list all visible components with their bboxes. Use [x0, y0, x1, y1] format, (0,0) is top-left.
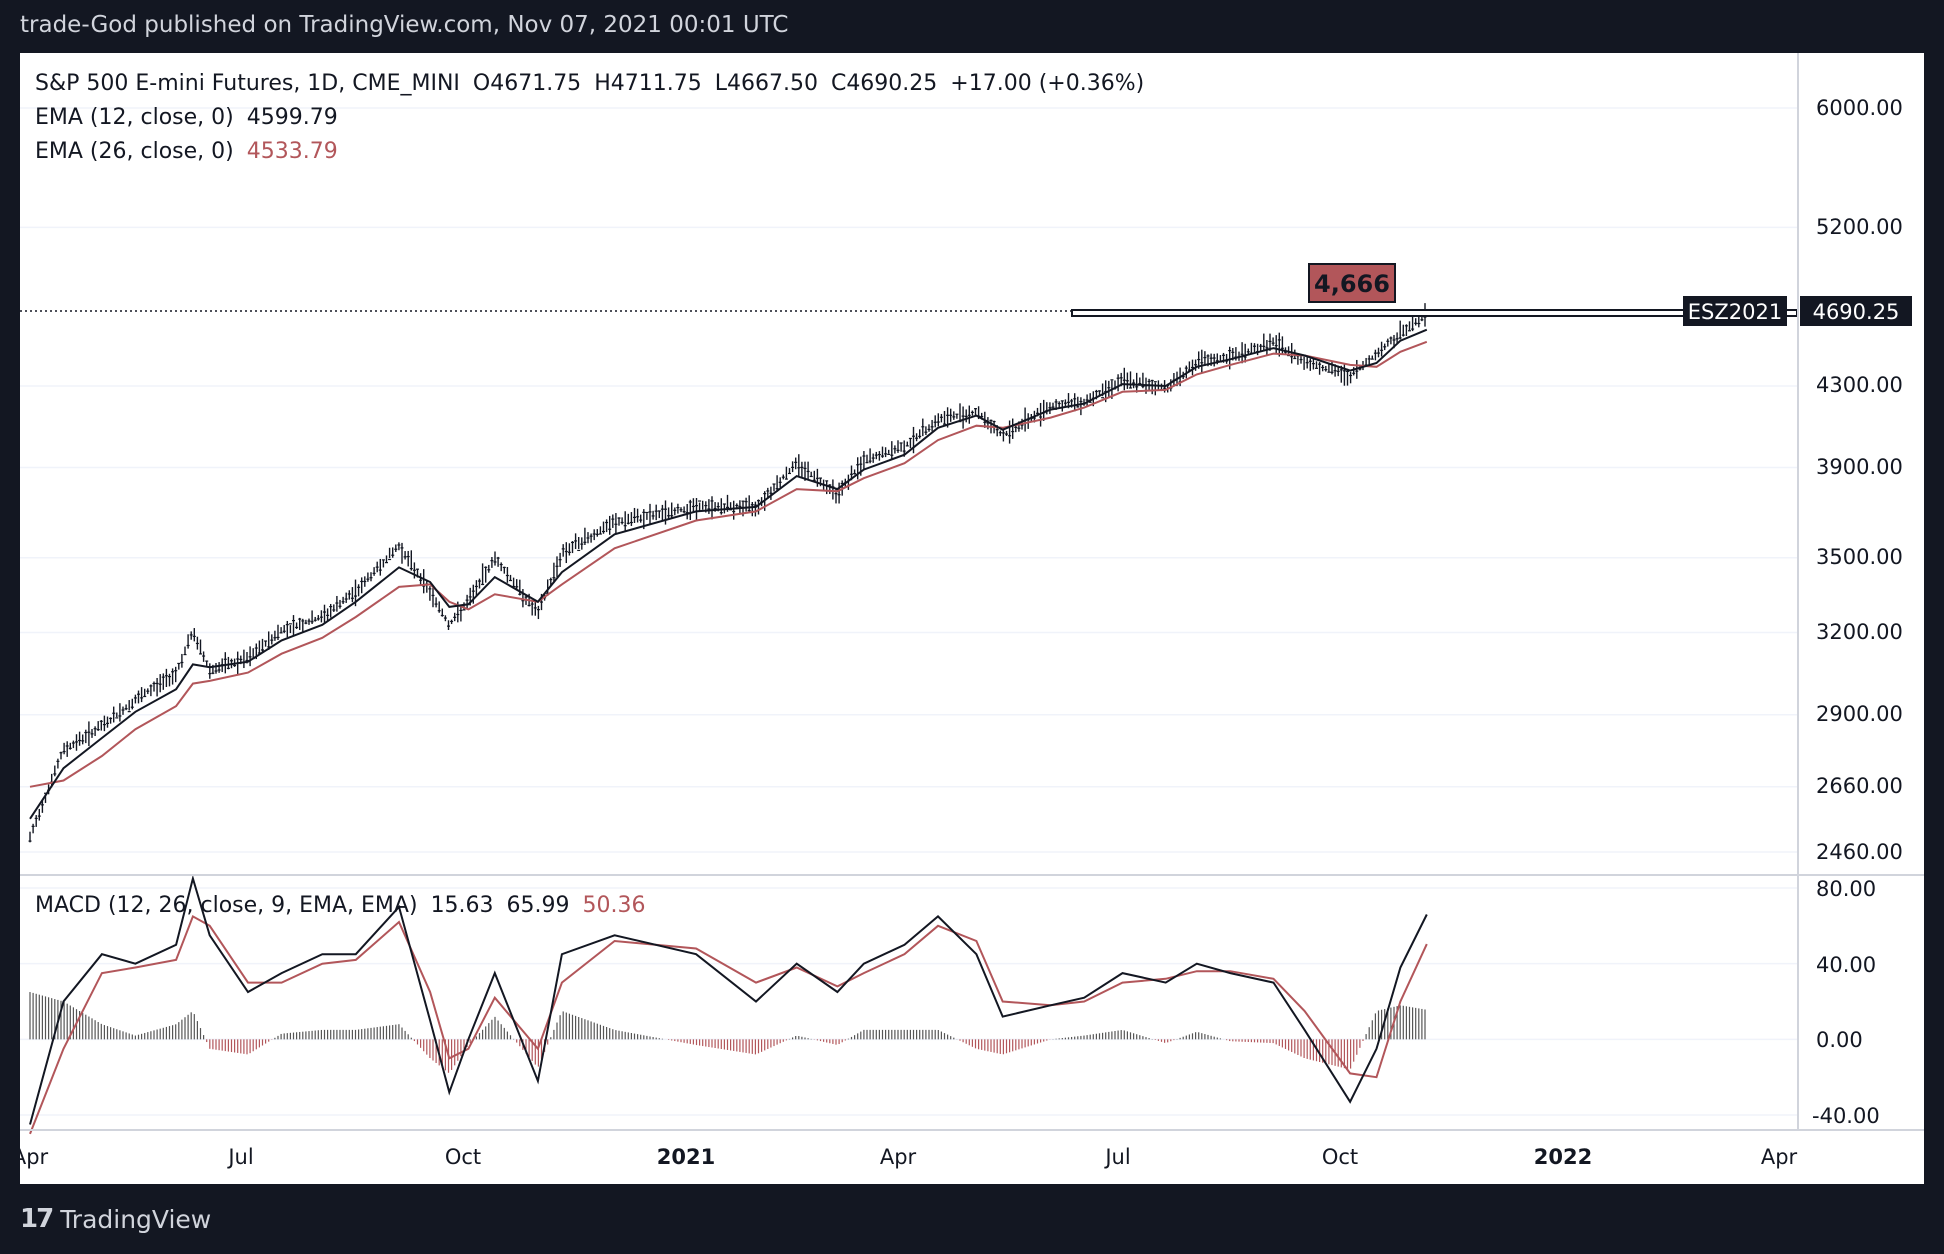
macd-tick: 80.00	[1816, 877, 1876, 901]
symbol-legend[interactable]: S&P 500 E-mini Futures, 1D, CME_MINI O46…	[35, 71, 1150, 96]
ticker-badge: ESZ2021	[1688, 300, 1782, 324]
macd-line-value: 65.99	[506, 893, 570, 918]
price-axis[interactable]: 6000.00 5200.00 4300.00 3900.00 3500.00 …	[1816, 96, 1903, 864]
ticker-badge-box	[1683, 296, 1787, 326]
price-tick: 5200.00	[1816, 215, 1903, 239]
ema26-label[interactable]: EMA (26, close, 0)	[35, 139, 234, 164]
chart-svg[interactable]: 4,666 ESZ2021 4690.25 6000.00 5200.00 43…	[20, 53, 1924, 1184]
price-tick: 3900.00	[1816, 455, 1903, 479]
time-tick: 2022	[1534, 1145, 1592, 1169]
price-tick: 2460.00	[1816, 840, 1903, 864]
tradingview-logo-icon: 17	[20, 1204, 54, 1234]
level-label-box	[1308, 263, 1396, 303]
macd-tick: 0.00	[1816, 1028, 1863, 1052]
brand-name: TradingView	[60, 1204, 212, 1234]
macd-legend[interactable]: MACD (12, 26, close, 9, EMA, EMA) 15.63 …	[35, 893, 652, 918]
ema12-value: 4599.79	[246, 105, 338, 130]
ohlc-close: C4690.25	[830, 71, 938, 96]
price-tick: 3500.00	[1816, 545, 1903, 569]
ema26-line	[29, 340, 1428, 788]
symbol-name[interactable]: S&P 500 E-mini Futures, 1D, CME_MINI	[35, 71, 460, 96]
macd-tick: -40.00	[1812, 1104, 1880, 1128]
price-tick: 6000.00	[1816, 96, 1903, 120]
macd-signal-value: 50.36	[582, 893, 646, 918]
price-badge: 4690.25	[1813, 300, 1900, 324]
price-tick: 4300.00	[1816, 373, 1903, 397]
ema12-label[interactable]: EMA (12, close, 0)	[35, 105, 234, 130]
time-tick: Jul	[226, 1145, 253, 1169]
time-tick: Oct	[445, 1145, 481, 1169]
macd-signal-line	[29, 914, 1428, 1135]
level-label: 4,666	[1314, 270, 1390, 298]
macd-line	[29, 874, 1428, 1125]
macd-label[interactable]: MACD (12, 26, close, 9, EMA, EMA)	[35, 893, 418, 918]
ohlc-high: H4711.75	[594, 71, 702, 96]
ema26-legend[interactable]: EMA (26, close, 0) 4533.79	[35, 139, 344, 164]
publish-header: trade-God published on TradingView.com, …	[20, 12, 789, 38]
price-change: +17.00 (+0.36%)	[950, 71, 1145, 96]
time-tick: Apr	[880, 1145, 917, 1169]
ema12-legend[interactable]: EMA (12, close, 0) 4599.79	[35, 105, 344, 130]
candles	[28, 303, 1427, 843]
time-tick: 2021	[657, 1145, 715, 1169]
time-tick: Oct	[1322, 1145, 1358, 1169]
time-tick: Apr	[20, 1145, 49, 1169]
macd-hist-value: 15.63	[430, 893, 494, 918]
price-tick: 3200.00	[1816, 620, 1903, 644]
footer-brand[interactable]: 17 TradingView	[20, 1204, 211, 1234]
ema26-value: 4533.79	[246, 139, 338, 164]
chart-panel[interactable]: 4,666 ESZ2021 4690.25 6000.00 5200.00 43…	[20, 53, 1924, 1184]
ema12-line	[29, 328, 1428, 820]
grid	[20, 107, 1798, 1116]
ohlc-open: O4671.75	[472, 71, 582, 96]
ohlc-low: L4667.50	[714, 71, 818, 96]
time-tick: Apr	[1761, 1145, 1798, 1169]
time-axis[interactable]: Apr Jul Oct 2021 Apr Jul Oct 2022 Apr	[20, 1145, 1798, 1169]
price-tick: 2900.00	[1816, 702, 1903, 726]
price-badge-box	[1800, 296, 1912, 326]
time-tick: Jul	[1103, 1145, 1130, 1169]
price-tick: 2660.00	[1816, 774, 1903, 798]
macd-axis[interactable]: 80.00 40.00 0.00 -40.00	[1812, 877, 1880, 1128]
macd-histogram	[29, 992, 1426, 1073]
macd-tick: 40.00	[1816, 953, 1876, 977]
